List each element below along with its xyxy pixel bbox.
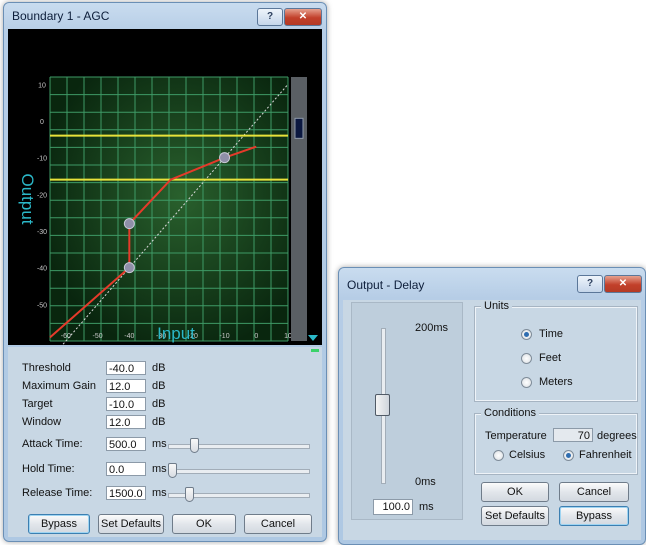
units-meters-label[interactable]: Meters: [539, 376, 573, 388]
window-input[interactable]: 12.0: [106, 415, 146, 429]
cancel-button[interactable]: Cancel: [244, 514, 312, 534]
agc-window: Boundary 1 - AGC ? ✕ -60 -50 -40 -30 -20 -10 0…: [3, 2, 327, 542]
y-tick-label: -50: [37, 302, 47, 309]
x-tick-label: -60: [61, 333, 71, 340]
chart-dropdown-icon: [308, 335, 318, 341]
x-tick-label: -20: [188, 333, 198, 340]
attack-time-slider-thumb[interactable]: [190, 438, 200, 453]
celsius-radio[interactable]: [493, 450, 504, 461]
curve-handle[interactable]: [123, 262, 135, 274]
delay-close-button[interactable]: ✕: [604, 275, 642, 293]
temperature-unit: degrees: [597, 430, 637, 442]
set-defaults-button[interactable]: Set Defaults: [98, 514, 164, 534]
y-tick-label: 10: [38, 82, 46, 89]
y-tick-label: -40: [37, 266, 47, 273]
delay-window-title: Output - Delay: [347, 278, 425, 292]
fahrenheit-radio[interactable]: [563, 450, 574, 461]
release-time-input[interactable]: 1500.0: [106, 486, 146, 500]
max-gain-unit: dB: [152, 380, 166, 392]
level-meter-indicator: [294, 117, 304, 139]
target-unit: dB: [152, 398, 166, 410]
window-unit: dB: [152, 416, 166, 428]
delay-bypass-button[interactable]: Bypass: [559, 506, 629, 526]
ok-button[interactable]: OK: [172, 514, 236, 534]
fahrenheit-label[interactable]: Fahrenheit: [579, 449, 632, 461]
x-tick-label: -30: [156, 333, 166, 340]
bypass-button[interactable]: Bypass: [28, 514, 90, 534]
delay-set-defaults-button[interactable]: Set Defaults: [481, 506, 549, 526]
status-led: [311, 349, 319, 352]
unity-reference-line: [49, 84, 289, 360]
transfer-curve-line: [49, 145, 257, 339]
max-gain-input[interactable]: 12.0: [106, 379, 146, 393]
agc-controls: Threshold -40.0 dB Maximum Gain 12.0 dB …: [8, 347, 322, 537]
delay-window: Output - Delay ? ✕ 200ms 0ms 100.0 ms Un…: [338, 267, 646, 545]
y-tick-label: -20: [37, 192, 47, 199]
delay-slider-thumb[interactable]: [375, 394, 390, 416]
attack-time-input[interactable]: 500.0: [106, 437, 146, 451]
window-label: Window: [22, 416, 62, 428]
delay-slider-panel: [351, 302, 463, 520]
threshold-label: Threshold: [22, 362, 71, 374]
units-time-radio[interactable]: [521, 329, 532, 340]
release-time-label: Release Time:: [22, 487, 93, 499]
release-time-slider-thumb[interactable]: [185, 487, 195, 502]
units-group-title: Units: [481, 300, 513, 312]
units-time-label[interactable]: Time: [539, 328, 564, 340]
curve-handle[interactable]: [219, 152, 231, 164]
hold-time-slider-thumb[interactable]: [168, 463, 177, 478]
delay-cancel-button[interactable]: Cancel: [559, 482, 629, 502]
agc-chart: -60 -50 -40 -30 -20 -10 0 10 10 0 -10 -20 -30 -40 -50 …: [8, 29, 322, 360]
close-button[interactable]: ✕: [284, 8, 322, 26]
x-tick-label: -40: [124, 333, 134, 340]
delay-min-label: 0ms: [415, 476, 436, 488]
y-tick-label: -10: [37, 156, 47, 163]
conditions-group-title: Conditions: [481, 407, 539, 419]
temperature-label: Temperature: [485, 430, 547, 442]
delay-help-button[interactable]: ?: [577, 275, 603, 293]
conditions-group: [474, 413, 638, 475]
attack-time-slider-track[interactable]: [168, 444, 310, 449]
max-gain-label: Maximum Gain: [22, 380, 96, 392]
temperature-input[interactable]: 70: [553, 428, 593, 442]
hold-time-slider-track[interactable]: [168, 469, 310, 474]
release-time-slider-track[interactable]: [168, 493, 310, 498]
target-label: Target: [22, 398, 53, 410]
hold-time-input[interactable]: 0.0: [106, 462, 146, 476]
y-tick-label: 0: [40, 119, 44, 126]
threshold-unit: dB: [152, 362, 166, 374]
threshold-input[interactable]: -40.0: [106, 361, 146, 375]
hold-time-unit: ms: [152, 463, 167, 475]
delay-max-label: 200ms: [415, 322, 449, 334]
x-axis-label: Input: [157, 324, 195, 343]
release-time-unit: ms: [152, 487, 167, 499]
x-tick-label: 0: [254, 333, 258, 340]
attack-time-label: Attack Time:: [22, 438, 83, 450]
units-feet-label[interactable]: Feet: [539, 352, 562, 364]
agc-transfer-curve-plot[interactable]: -60 -50 -40 -30 -20 -10 0 10100-10-20-30-40-50 …: [8, 29, 322, 360]
delay-value-input[interactable]: 100.0: [373, 499, 413, 515]
x-tick-label: -10: [219, 333, 229, 340]
y-tick-label: -30: [37, 229, 47, 236]
curve-handle[interactable]: [123, 218, 135, 230]
units-feet-radio[interactable]: [521, 353, 532, 364]
delay-value-unit: ms: [419, 501, 434, 513]
celsius-label[interactable]: Celsius: [509, 449, 546, 461]
level-meter: [291, 77, 307, 341]
target-input[interactable]: -10.0: [106, 397, 146, 411]
y-axis-label: Output: [18, 173, 37, 224]
x-tick-label: 10: [284, 333, 292, 340]
units-group: [474, 306, 638, 402]
delay-ok-button[interactable]: OK: [481, 482, 549, 502]
agc-window-title: Boundary 1 - AGC: [12, 9, 110, 23]
units-meters-radio[interactable]: [521, 377, 532, 388]
delay-client: 200ms 0ms 100.0 ms Units Time Feet Meter…: [343, 300, 641, 540]
attack-time-unit: ms: [152, 438, 167, 450]
x-tick-label: -50: [93, 333, 103, 340]
delay-titlebar[interactable]: Output - Delay ? ✕: [339, 268, 645, 294]
hold-time-label: Hold Time:: [22, 463, 75, 475]
agc-titlebar[interactable]: Boundary 1 - AGC ? ✕: [4, 3, 326, 29]
help-button[interactable]: ?: [257, 8, 283, 26]
